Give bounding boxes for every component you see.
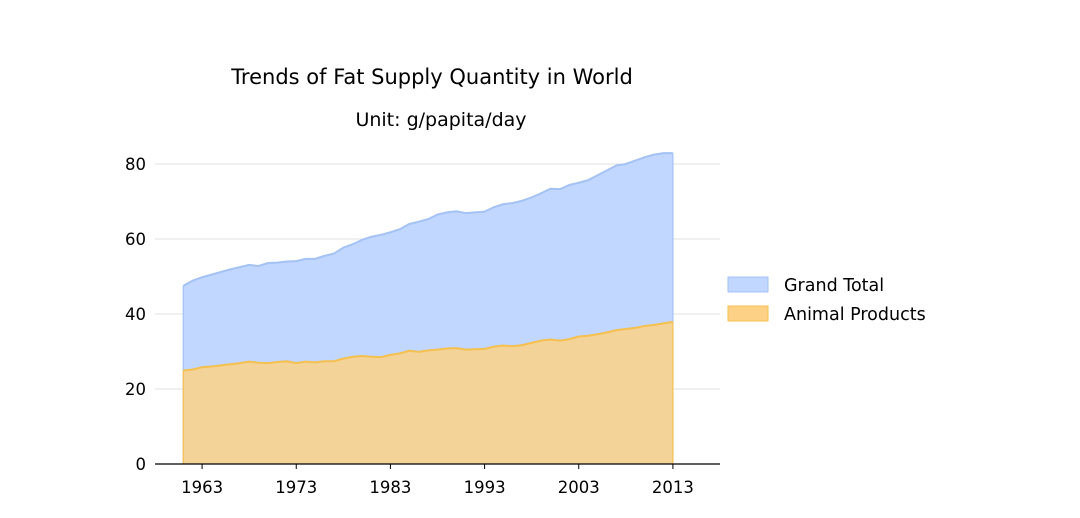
- chart-title: Trends of Fat Supply Quantity in World: [230, 65, 633, 89]
- chart-subtitle: Unit: g/papita/day: [355, 109, 526, 131]
- y-tick-label: 20: [125, 380, 146, 399]
- grand-total-line: [182, 152, 673, 287]
- y-tick-label: 60: [125, 230, 146, 249]
- x-tick-label: 2013: [652, 478, 694, 497]
- x-tick-label: 1963: [181, 478, 223, 497]
- x-tick-label: 1983: [369, 478, 411, 497]
- legend-label-animal-products: Animal Products: [784, 305, 926, 325]
- axes: 0 20 40 60 80 1963 1973 1983 1993 2003 2013: [125, 155, 720, 497]
- plot-areas: [182, 152, 674, 464]
- animal-products-line: [183, 320, 674, 372]
- y-tick-label: 40: [125, 305, 146, 324]
- x-tick-label: 2003: [558, 478, 600, 497]
- legend-label-grand-total: Grand Total: [784, 276, 884, 296]
- y-tick-label: 80: [125, 155, 146, 174]
- animal-products-area: [183, 321, 673, 464]
- x-tick-label: 1973: [275, 478, 317, 497]
- legend-swatch-animal-products: [727, 305, 769, 322]
- legend: Grand Total Animal Products: [727, 276, 926, 325]
- y-tick-label: 0: [136, 455, 147, 474]
- legend-swatch-grand-total: [727, 276, 769, 293]
- x-tick-label: 1993: [464, 478, 506, 497]
